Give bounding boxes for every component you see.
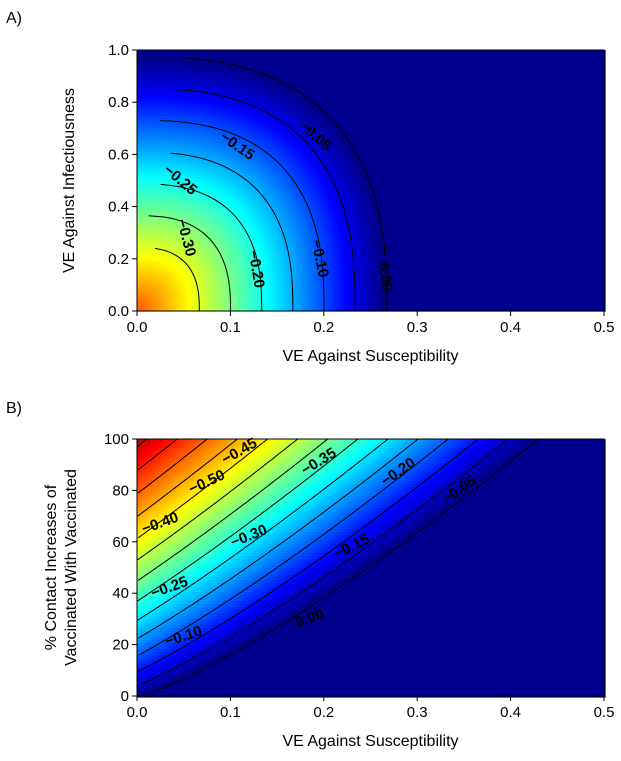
panel-a: A)0.00−0.05−0.10−0.15−0.20−0.25−0.300.0 0… bbox=[6, 10, 614, 365]
heatmap-field bbox=[137, 50, 606, 312]
panel-label: A) bbox=[6, 10, 22, 27]
